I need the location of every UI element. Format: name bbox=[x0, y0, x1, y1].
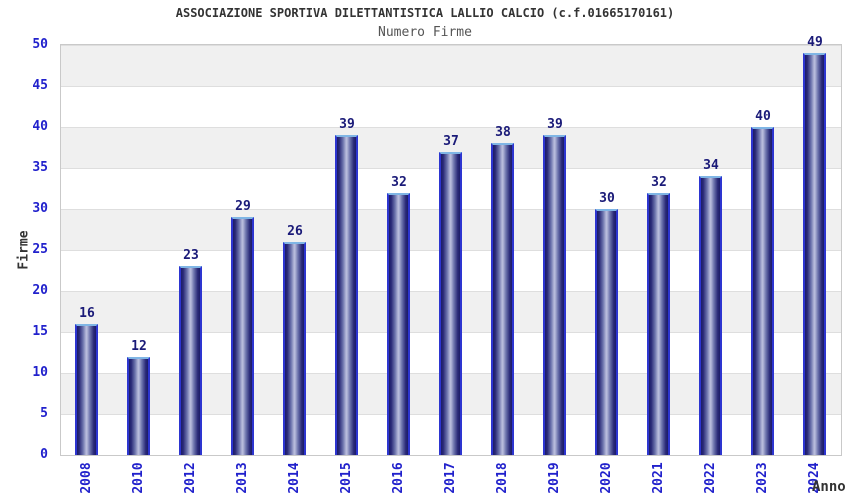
bar-2017 bbox=[439, 152, 462, 455]
bar-value-label: 12 bbox=[131, 339, 147, 354]
y-tick-label: 40 bbox=[32, 119, 48, 134]
bar-2019 bbox=[543, 135, 566, 455]
x-tick-label: 2014 bbox=[287, 462, 302, 494]
x-tick-label: 2008 bbox=[79, 462, 94, 494]
y-tick-label: 10 bbox=[32, 365, 48, 380]
y-tick-label: 0 bbox=[40, 447, 48, 462]
x-tick-label: 2021 bbox=[651, 462, 666, 494]
y-tick-label: 50 bbox=[32, 37, 48, 52]
bar-2021 bbox=[647, 193, 670, 455]
bar-2022 bbox=[699, 176, 722, 455]
x-tick-label: 2016 bbox=[391, 462, 406, 494]
chart-title: ASSOCIAZIONE SPORTIVA DILETTANTISTICA LA… bbox=[175, 6, 675, 20]
y-tick-label: 35 bbox=[32, 160, 48, 175]
x-tick-label: 2023 bbox=[755, 462, 770, 494]
x-axis-title: Anno bbox=[812, 479, 846, 495]
bar-2024 bbox=[803, 53, 826, 455]
y-tick-label: 20 bbox=[32, 283, 48, 298]
y-tick-label: 30 bbox=[32, 201, 48, 216]
bar-value-label: 30 bbox=[599, 191, 615, 206]
x-tick-label: 2022 bbox=[703, 462, 718, 494]
x-tick-label: 2018 bbox=[495, 462, 510, 494]
bar-value-label: 16 bbox=[79, 306, 95, 321]
bar-value-label: 39 bbox=[339, 117, 355, 132]
bar-2014 bbox=[283, 242, 306, 455]
x-tick-label: 2012 bbox=[183, 462, 198, 494]
x-tick-label: 2013 bbox=[235, 462, 250, 494]
bar-2016 bbox=[387, 193, 410, 455]
bar-2008 bbox=[75, 324, 98, 455]
bar-2020 bbox=[595, 209, 618, 455]
bar-2013 bbox=[231, 217, 254, 455]
bar-2018 bbox=[491, 143, 514, 455]
y-tick-label: 25 bbox=[32, 242, 48, 257]
bar-value-label: 38 bbox=[495, 125, 511, 140]
bar-value-label: 23 bbox=[183, 248, 199, 263]
bar-value-label: 40 bbox=[755, 109, 771, 124]
bar-value-label: 32 bbox=[391, 175, 407, 190]
y-tick-label: 15 bbox=[32, 324, 48, 339]
bar-2012 bbox=[179, 266, 202, 455]
bar-2015 bbox=[335, 135, 358, 455]
bar-2023 bbox=[751, 127, 774, 455]
bar-2010 bbox=[127, 357, 150, 455]
bar-value-label: 37 bbox=[443, 134, 459, 149]
bar-value-label: 34 bbox=[703, 158, 719, 173]
bar-value-label: 29 bbox=[235, 199, 251, 214]
x-tick-label: 2017 bbox=[443, 462, 458, 494]
x-tick-label: 2010 bbox=[131, 462, 146, 494]
plot-area bbox=[60, 44, 842, 456]
x-tick-label: 2020 bbox=[599, 462, 614, 494]
y-tick-label: 45 bbox=[32, 78, 48, 93]
x-tick-label: 2015 bbox=[339, 462, 354, 494]
bar-value-label: 32 bbox=[651, 175, 667, 190]
bar-value-label: 26 bbox=[287, 224, 303, 239]
bar-value-label: 49 bbox=[807, 35, 823, 50]
chart-subtitle: Numero Firme bbox=[378, 25, 472, 40]
y-tick-label: 5 bbox=[40, 406, 48, 421]
x-tick-label: 2019 bbox=[547, 462, 562, 494]
bar-value-label: 39 bbox=[547, 117, 563, 132]
